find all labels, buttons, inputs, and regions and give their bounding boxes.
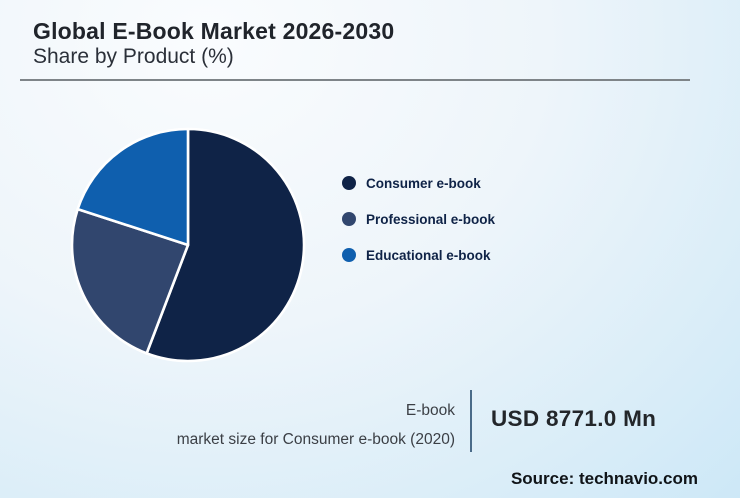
callout-divider <box>470 390 472 452</box>
pie-slice-educational-e-book <box>76 127 190 247</box>
callout-label-line2: market size for Consumer e-book (2020) <box>176 431 455 448</box>
legend-item-consumer: Consumer e-book <box>342 175 495 191</box>
callout-label-line1: E-book <box>405 402 455 419</box>
legend-swatch-educational-icon <box>342 248 356 262</box>
pie-chart-svg <box>70 127 306 363</box>
legend-item-educational: Educational e-book <box>342 247 495 263</box>
page-title: Global E-Book Market 2026-2030 <box>33 18 395 44</box>
legend-item-professional: Professional e-book <box>342 211 496 227</box>
legend-label-consumer: Consumer e-book <box>366 175 481 191</box>
legend-swatch-professional-icon <box>342 212 356 226</box>
callout-value: USD 8771.0 Mn <box>491 406 657 431</box>
title-divider <box>20 79 690 81</box>
legend: Consumer e-book Professional e-book Educ… <box>342 176 495 284</box>
source-credit: Source: technavio.com <box>510 469 698 488</box>
pie-slice-consumer-e-book <box>145 127 306 363</box>
pie-chart <box>69 126 307 364</box>
legend-swatch-consumer-icon <box>342 176 356 190</box>
pie-slice-professional-e-book <box>70 207 190 355</box>
callout-label: E-book market size for Consumer e-book (… <box>95 396 455 454</box>
page-subtitle: Share by Product (%) <box>33 45 234 68</box>
legend-label-educational: Educational e-book <box>366 247 491 263</box>
legend-label-professional: Professional e-book <box>366 211 496 227</box>
